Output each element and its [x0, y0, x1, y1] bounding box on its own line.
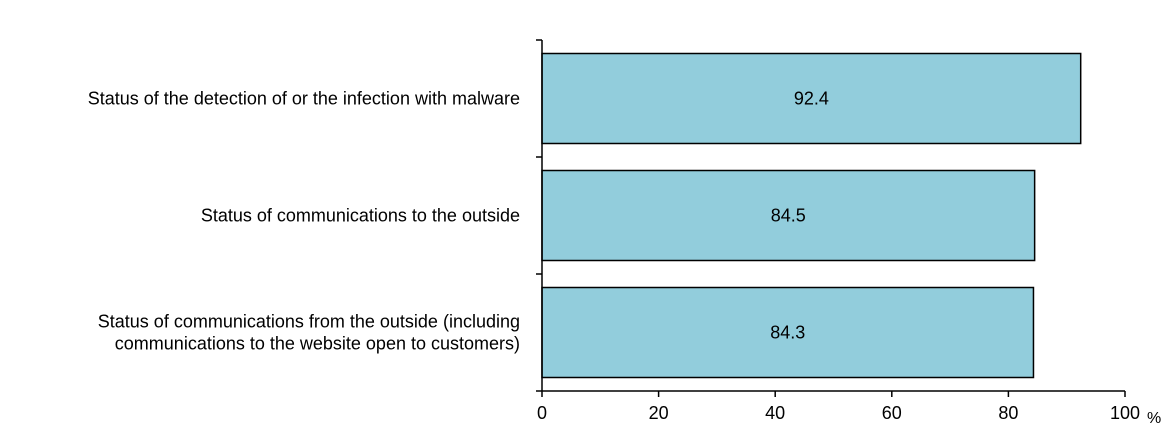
- labels-group: 92.4 Status of the detection of or the in…: [88, 89, 1161, 428]
- category-label-2: Status of communications to the outside: [201, 206, 520, 226]
- data-label-1: 92.4: [794, 89, 829, 109]
- x-tick-label-80: 80: [998, 403, 1018, 423]
- category-label-3-line-1: Status of communications from the outsid…: [98, 312, 520, 332]
- data-label-2: 84.5: [771, 206, 806, 226]
- x-axis-unit-label: %: [1147, 410, 1161, 427]
- data-label-3: 84.3: [770, 323, 805, 343]
- x-tick-label-40: 40: [765, 403, 785, 423]
- axes-group: [536, 39, 1126, 397]
- bar-2: [541, 169, 1036, 262]
- category-label-1: Status of the detection of or the infect…: [88, 89, 520, 109]
- bar-1: [541, 52, 1082, 145]
- x-tick-label-0: 0: [537, 403, 547, 423]
- x-tick-label-100: 100: [1110, 403, 1140, 423]
- x-tick-label-60: 60: [882, 403, 902, 423]
- x-tick-label-20: 20: [649, 403, 669, 423]
- category-label-3-line-2: communications to the website open to cu…: [115, 334, 520, 354]
- bar-3: [541, 286, 1035, 379]
- bars-group: [541, 52, 1082, 379]
